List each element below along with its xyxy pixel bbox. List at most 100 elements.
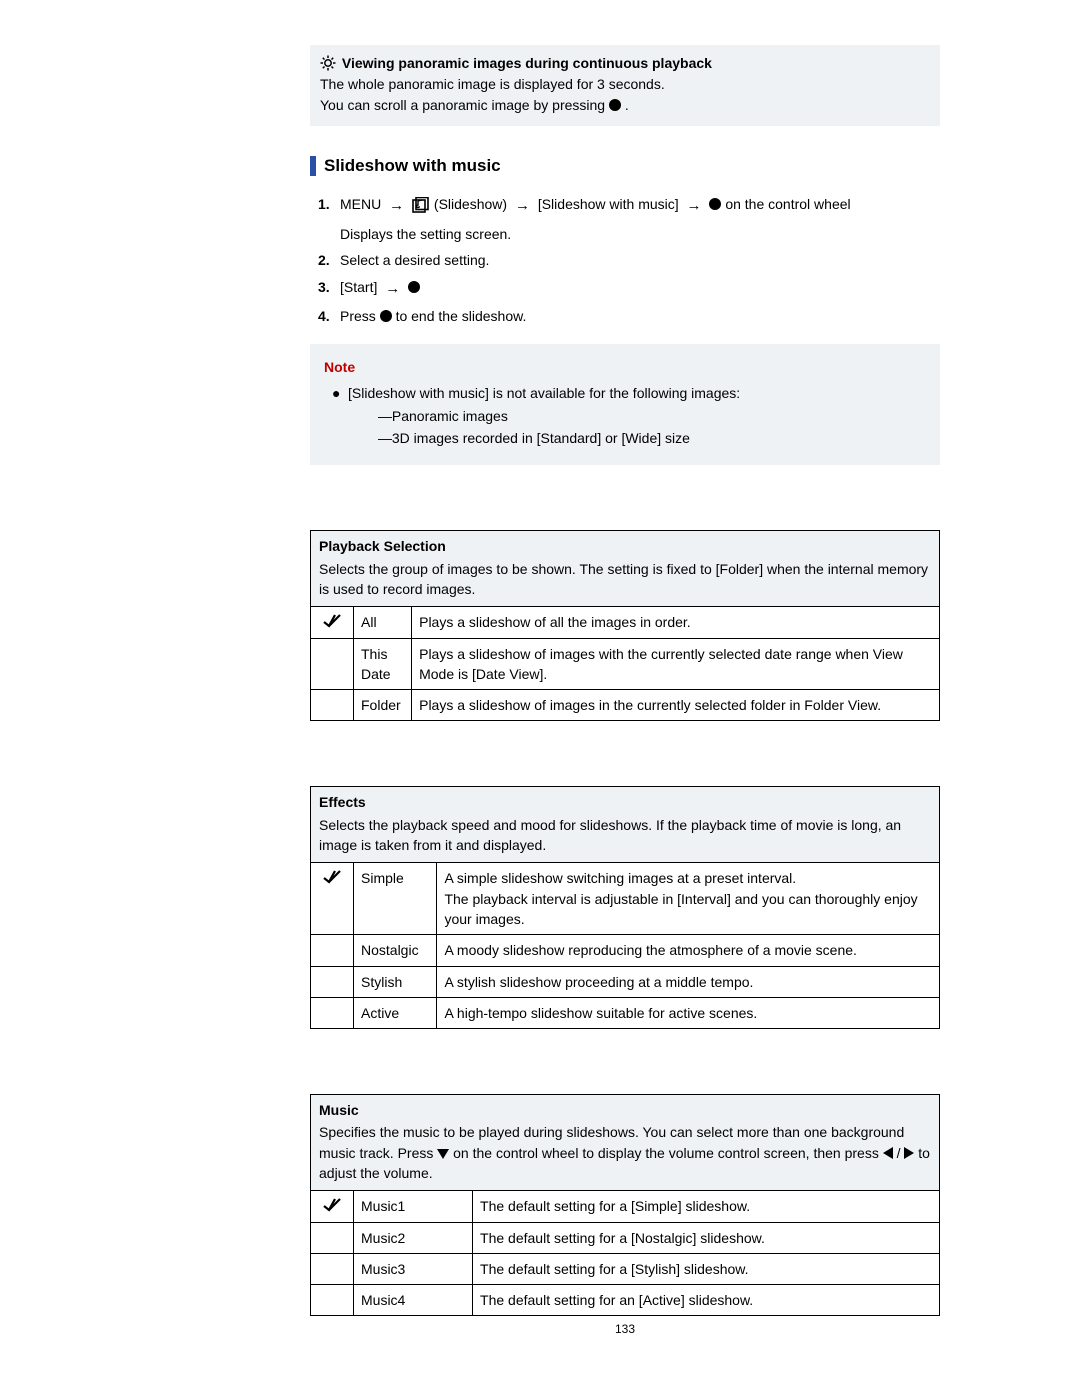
music-desc: Specifies the music to be played during … — [319, 1124, 930, 1181]
table-title: Effects — [319, 792, 931, 812]
table-row: Music1The default setting for a [Simple]… — [311, 1191, 940, 1222]
left-arrow-icon — [883, 1147, 893, 1159]
check-cell — [311, 1191, 354, 1222]
down-arrow-icon — [437, 1149, 449, 1159]
step-num: 3. — [318, 274, 340, 304]
option-name: Folder — [354, 690, 412, 721]
option-name: Music1 — [354, 1191, 473, 1222]
step-4: 4. Press to end the slideshow. — [318, 303, 940, 330]
step-2: 2. Select a desired setting. — [318, 247, 940, 274]
table-row: Music2The default setting for a [Nostalg… — [311, 1222, 940, 1253]
check-cell — [311, 638, 354, 690]
table-row: FolderPlays a slideshow of images in the… — [311, 690, 940, 721]
step4-a: Press — [340, 308, 380, 324]
check-cell — [311, 997, 354, 1028]
table-row: Music3The default setting for a [Stylish… — [311, 1253, 940, 1284]
step1-menu: MENU — [340, 196, 381, 212]
step-3: 3. [Start] → — [318, 274, 940, 304]
arrow-icon: → — [389, 192, 404, 221]
tip-line2a: You can scroll a panoramic image by pres… — [320, 97, 609, 113]
desc-cell: A moody slideshow reproducing the atmosp… — [437, 935, 940, 966]
step3-start: [Start] — [340, 279, 377, 295]
arrow-icon: → — [515, 192, 530, 221]
check-cell — [311, 690, 354, 721]
desc-cell: A high-tempo slideshow suitable for acti… — [437, 997, 940, 1028]
tip-title: Viewing panoramic images during continuo… — [342, 55, 712, 71]
table-row: AllPlays a slideshow of all the images i… — [311, 607, 940, 638]
tip-line2: You can scroll a panoramic image by pres… — [320, 95, 930, 116]
note-title: Note — [324, 356, 926, 378]
lightbulb-icon — [320, 55, 342, 71]
slideshow-icon — [412, 196, 434, 212]
section-title: Slideshow with music — [310, 156, 940, 176]
desc-cell: Plays a slideshow of images with the cur… — [412, 638, 940, 690]
note-box: Note ● [Slideshow with music] is not ava… — [310, 344, 940, 466]
center-button-icon — [609, 99, 621, 111]
music-desc-c: / — [893, 1145, 905, 1161]
right-arrow-icon — [904, 1147, 914, 1159]
check-cell — [311, 1285, 354, 1316]
tip-title-row: Viewing panoramic images during continuo… — [320, 53, 930, 74]
desc-cell: Plays a slideshow of images in the curre… — [412, 690, 940, 721]
arrow-icon: → — [687, 192, 702, 221]
center-button-icon — [408, 281, 420, 293]
music-desc-b: on the control wheel to display the volu… — [449, 1145, 882, 1161]
check-cell — [311, 935, 354, 966]
option-name: ThisDate — [354, 638, 412, 690]
table-row: ActiveA high-tempo slideshow suitable fo… — [311, 997, 940, 1028]
note-sub2: 3D images recorded in [Standard] or [Wid… — [378, 427, 740, 449]
option-name: All — [354, 607, 412, 638]
step-num: 2. — [318, 247, 340, 274]
table-row: Music4The default setting for an [Active… — [311, 1285, 940, 1316]
step2-text: Select a desired setting. — [340, 247, 940, 274]
check-cell — [311, 607, 354, 638]
checkmark-icon — [322, 1198, 342, 1214]
center-button-icon — [380, 310, 392, 322]
tip-line1: The whole panoramic image is displayed f… — [320, 74, 930, 95]
steps-list: 1. MENU → (Slideshow) → [Slideshow with … — [318, 191, 940, 330]
desc-cell: The default setting for a [Simple] slide… — [473, 1191, 940, 1222]
option-name: Music3 — [354, 1253, 473, 1284]
option-name: Simple — [354, 863, 437, 935]
step1-slideshow: (Slideshow) — [434, 196, 507, 212]
check-cell — [311, 1253, 354, 1284]
step-num: 1. — [318, 191, 340, 247]
tip-box: Viewing panoramic images during continuo… — [310, 45, 940, 126]
option-name: Nostalgic — [354, 935, 437, 966]
table-title: Music — [319, 1100, 931, 1120]
table-row: StylishA stylish slideshow proceeding at… — [311, 966, 940, 997]
table-desc: Selects the playback speed and mood for … — [319, 817, 901, 853]
tip-line2b: . — [625, 97, 629, 113]
table-row: ThisDatePlays a slideshow of images with… — [311, 638, 940, 690]
note-bullet: ● [Slideshow with music] is not availabl… — [332, 382, 926, 449]
page-number: 133 — [310, 1322, 940, 1336]
step1-tail: on the control wheel — [725, 196, 850, 212]
option-name: Music4 — [354, 1285, 473, 1316]
desc-cell: The default setting for a [Stylish] slid… — [473, 1253, 940, 1284]
desc-cell: The default setting for a [Nostalgic] sl… — [473, 1222, 940, 1253]
option-name: Active — [354, 997, 437, 1028]
step4-b: to end the slideshow. — [396, 308, 527, 324]
check-cell — [311, 1222, 354, 1253]
step-1: 1. MENU → (Slideshow) → [Slideshow with … — [318, 191, 940, 247]
center-button-icon — [709, 198, 721, 210]
step1-line2: Displays the setting screen. — [340, 221, 940, 248]
option-name: Music2 — [354, 1222, 473, 1253]
option-name: Stylish — [354, 966, 437, 997]
effects-table: Effects Selects the playback speed and m… — [310, 786, 940, 1029]
table-desc: Selects the group of images to be shown.… — [319, 561, 928, 597]
step-num: 4. — [318, 303, 340, 330]
checkmark-icon — [322, 870, 342, 886]
desc-cell: A simple slideshow switching images at a… — [437, 863, 940, 935]
note-line: [Slideshow with music] is not available … — [348, 382, 740, 404]
check-cell — [311, 966, 354, 997]
playback-selection-table: Playback Selection Selects the group of … — [310, 530, 940, 721]
music-table: Music Specifies the music to be played d… — [310, 1094, 940, 1316]
desc-cell: Plays a slideshow of all the images in o… — [412, 607, 940, 638]
check-cell — [311, 863, 354, 935]
table-title: Playback Selection — [319, 536, 931, 556]
table-row: SimpleA simple slideshow switching image… — [311, 863, 940, 935]
desc-cell: The default setting for an [Active] slid… — [473, 1285, 940, 1316]
note-sub1: Panoramic images — [378, 405, 740, 427]
step1-item: [Slideshow with music] — [538, 196, 679, 212]
